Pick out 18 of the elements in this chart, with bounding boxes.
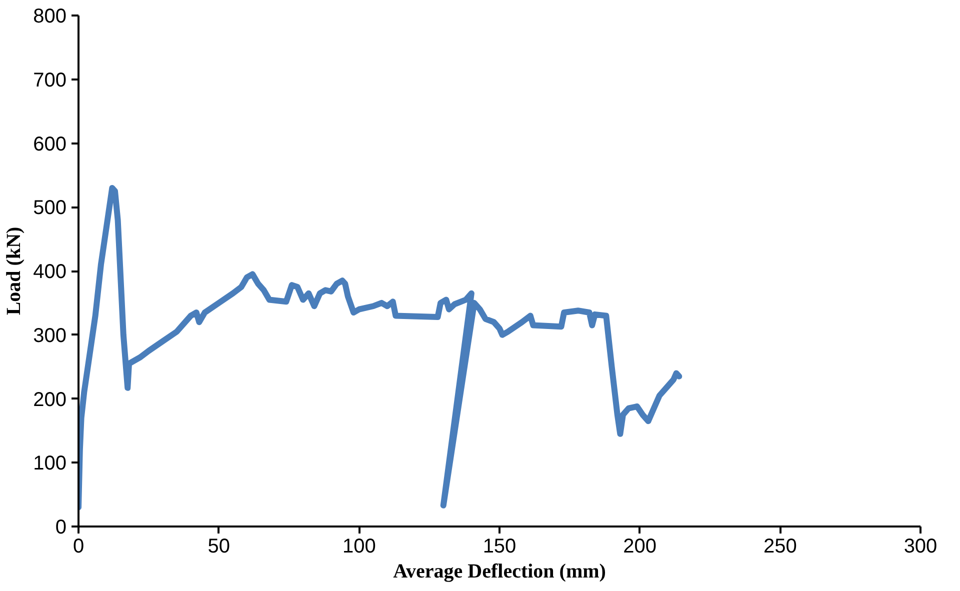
y-tick-label: 800 bbox=[33, 6, 67, 28]
x-tick-label: 300 bbox=[904, 536, 938, 558]
x-tick-label: 200 bbox=[623, 536, 657, 558]
y-tick-label: 600 bbox=[33, 133, 67, 156]
x-tick-label: 150 bbox=[482, 536, 516, 558]
x-axis-title: Average Deflection (mm) bbox=[393, 560, 606, 582]
y-axis-title: Load (kN) bbox=[3, 226, 26, 316]
y-tick-label: 200 bbox=[33, 388, 67, 411]
x-tick-label: 250 bbox=[763, 536, 797, 558]
y-tick-label: 500 bbox=[33, 197, 67, 220]
y-tick-label: 700 bbox=[33, 69, 67, 92]
x-tick-label: 0 bbox=[72, 536, 84, 558]
x-tick-label: 50 bbox=[208, 536, 230, 558]
x-tick-label: 100 bbox=[342, 536, 376, 558]
y-tick-label: 100 bbox=[33, 452, 67, 475]
y-tick-label: 300 bbox=[33, 324, 67, 347]
y-tick-label: 0 bbox=[55, 516, 66, 538]
y-tick-label: 400 bbox=[33, 261, 67, 283]
